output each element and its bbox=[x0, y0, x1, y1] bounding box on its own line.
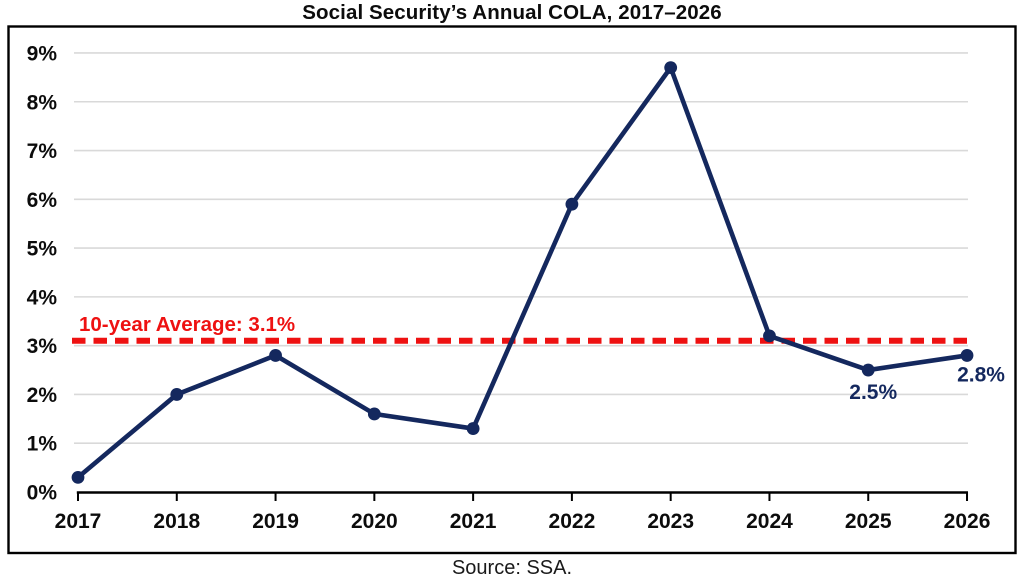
point-label-2026: 2.8% bbox=[957, 363, 1005, 386]
data-point-2018 bbox=[170, 388, 184, 401]
y-tick-label-1%: 1% bbox=[27, 433, 58, 456]
x-tick-label-2021: 2021 bbox=[450, 510, 497, 533]
y-tick-label-9%: 9% bbox=[27, 42, 58, 65]
x-tick-label-2022: 2022 bbox=[549, 510, 596, 533]
data-point-2021 bbox=[466, 422, 480, 435]
data-point-2019 bbox=[269, 349, 282, 362]
data-point-2020 bbox=[367, 407, 381, 421]
data-point-2025 bbox=[861, 363, 875, 377]
x-tick-label-2018: 2018 bbox=[153, 510, 200, 533]
cola-series-line bbox=[75, 65, 970, 480]
chart-border bbox=[7, 25, 1017, 555]
x-tick-label-2019: 2019 bbox=[252, 510, 299, 533]
x-tick-label-2026: 2026 bbox=[944, 510, 991, 533]
y-tick-label-5%: 5% bbox=[27, 238, 58, 261]
source-note: Source: SSA. bbox=[451, 557, 573, 579]
data-point-2017 bbox=[71, 470, 85, 484]
y-tick-label-7%: 7% bbox=[27, 140, 58, 163]
data-point-2026 bbox=[960, 349, 974, 362]
data-point-2024 bbox=[763, 329, 776, 343]
point-label-2025: 2.5% bbox=[849, 381, 897, 404]
x-tick-label-2025: 2025 bbox=[845, 510, 892, 533]
y-tick-label-8%: 8% bbox=[27, 91, 58, 114]
y-tick-label-0%: 0% bbox=[27, 482, 58, 505]
average-reference-label: 10-year Average: 3.1% bbox=[79, 313, 295, 336]
y-tick-label-6%: 6% bbox=[27, 189, 58, 212]
chart-title: Social Security’s Annual COLA, 2017–2026 bbox=[302, 1, 722, 24]
data-point-2023 bbox=[664, 61, 678, 75]
x-tick-label-2024: 2024 bbox=[746, 510, 793, 533]
data-point-2022 bbox=[565, 197, 579, 211]
y-tick-label-2%: 2% bbox=[27, 384, 58, 407]
y-tick-label-3%: 3% bbox=[27, 335, 58, 358]
y-tick-label-4%: 4% bbox=[27, 286, 58, 309]
x-tick-label-2020: 2020 bbox=[351, 510, 398, 533]
x-tick-label-2017: 2017 bbox=[55, 510, 102, 533]
x-tick-label-2023: 2023 bbox=[647, 510, 694, 533]
